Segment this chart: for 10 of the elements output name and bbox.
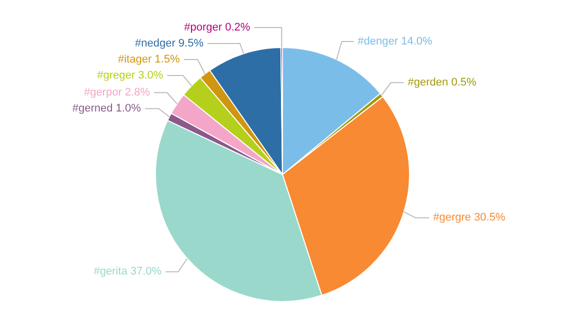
slice-label: #gerpor 2.8% — [84, 86, 150, 99]
slice-label: #porger 0.2% — [184, 22, 250, 34]
slice-label: #itager 1.5% — [118, 54, 180, 66]
slice-label: #gerita 37.0% — [94, 266, 162, 278]
slice-label: #gerned 1.0% — [72, 102, 142, 115]
slice-label: #nedger 9.5% — [135, 38, 204, 50]
slice-label: #denger 14.0% — [358, 35, 432, 48]
slice-label: #gergre 30.5% — [433, 212, 506, 224]
slice-label: #greger 3.0% — [97, 70, 164, 82]
slice-label: #gerden 0.5% — [408, 76, 476, 89]
